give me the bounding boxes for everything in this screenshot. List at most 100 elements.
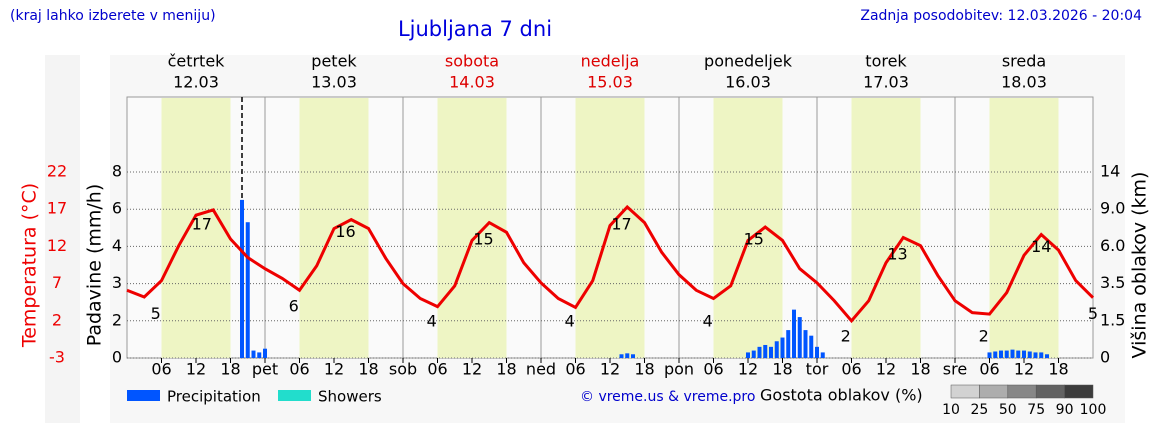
precip-bar [815,346,819,358]
copyright: © vreme.us & vreme.pro [580,389,755,405]
density-swatch [950,384,980,399]
temp-label: 2 [979,326,989,345]
temp-tick-label: 17 [47,199,67,218]
x-tick-label: 12 [462,360,482,379]
precip-tick-label: 3 [112,273,122,292]
day-date: 13.03 [311,73,357,92]
precip-bar [1045,354,1049,358]
day-band [989,98,1059,358]
x-tick-label: sre [943,360,967,379]
day-date: 18.03 [1001,73,1047,92]
cloud-tick-label: 0 [1100,348,1110,367]
density-swatch [1007,384,1037,399]
precip-bar [619,354,624,358]
temp-label: 4 [703,311,713,330]
x-tick-label: 18 [358,360,378,379]
cloud-tick-label: 14 [1100,162,1120,181]
precip-bar [820,352,825,358]
x-tick-label: 18 [220,360,240,379]
precip-bar [993,351,998,358]
temp-label: 17 [192,215,212,234]
temp-label: 17 [611,215,631,234]
precip-bar [1004,350,1009,358]
temp-tick-label: 2 [52,310,62,329]
x-tick-label: 18 [1048,360,1068,379]
cloud-tick-label: 9.0 [1100,199,1125,218]
precip-tick-label: 6 [112,199,122,218]
x-tick-label: sob [389,360,417,379]
temp-tick-label: 12 [47,236,67,255]
density-tick-label: 90 [1056,402,1074,418]
precip-bar [746,352,750,358]
temp-label: 14 [1031,237,1051,256]
updated: Zadnja posodobitev: 12.03.2026 - 20:04 [860,8,1142,24]
precip-bar [987,352,992,358]
temp-label: 15 [744,230,764,249]
cloud-tick-label: 6.0 [1100,236,1125,255]
density-tick-label: 25 [970,402,988,418]
legend-label: Showers [318,388,382,406]
cloud-axis-title: Višina oblakov (km) [1129,172,1151,359]
day-name: petek [311,52,357,71]
day-name: četrtek [168,52,226,71]
legend-swatch [278,390,311,401]
temp-label: 13 [887,244,907,263]
x-tick-label: 12 [186,360,206,379]
title: Ljubljana 7 dni [398,17,552,41]
legend-swatch [127,390,160,401]
temp-label: 2 [841,326,851,345]
temperature-line [126,204,1095,324]
precip-bar [763,344,768,358]
precip-bar [263,348,267,358]
precip-bar [625,353,630,358]
day-date: 12.03 [173,73,219,92]
day-name: ponedeljek [704,52,793,71]
temp-label: 4 [427,311,437,330]
x-tick-label: 12 [876,360,896,379]
hint: (kraj lahko izberete v meniju) [10,8,216,24]
precip-tick-label: 8 [112,162,122,181]
precip-bar [757,346,762,358]
precip-tick-label: 4 [112,236,122,255]
day-band [713,98,783,358]
precip-bar [240,199,244,358]
precip-bar [792,309,796,358]
temp-label: 5 [151,304,161,323]
precip-bar [257,352,262,358]
side-strip [45,55,80,423]
x-tick-label: 06 [565,360,585,379]
day-band [437,98,507,358]
x-tick-label: 18 [496,360,516,379]
precip-tick-label: 2 [112,310,122,329]
day-date: 17.03 [863,73,909,92]
x-tick-label: 06 [979,360,999,379]
temp-label: 16 [335,222,355,241]
day-name: sreda [1002,52,1046,71]
precip-bar [245,222,250,358]
x-tick-label: 06 [703,360,723,379]
density-tick-label: 75 [1027,402,1045,418]
day-date: 14.03 [449,73,495,92]
precip-bar [631,354,635,358]
precip-bar [780,337,785,358]
density-swatch [1064,384,1094,399]
x-tick-label: 12 [600,360,620,379]
day-date: 15.03 [587,73,633,92]
temp-tick-label: -3 [49,348,65,367]
x-tick-label: pon [664,360,694,379]
precip-bar [786,330,791,358]
x-tick-label: 06 [289,360,309,379]
precip-bar [999,350,1003,358]
x-tick-label: 12 [324,360,344,379]
temp-tick-label: 7 [52,273,62,292]
x-tick-label: tor [806,360,829,379]
precip-bar [1033,352,1038,358]
precip-bar [797,317,802,358]
temp-label: 5 [1088,304,1098,323]
precip-bar [251,350,256,358]
temp-label: 6 [289,297,299,316]
precip-bar [1022,350,1026,358]
density-swatch [1035,384,1065,399]
density-label: Gostota oblakov (%) [760,386,923,405]
